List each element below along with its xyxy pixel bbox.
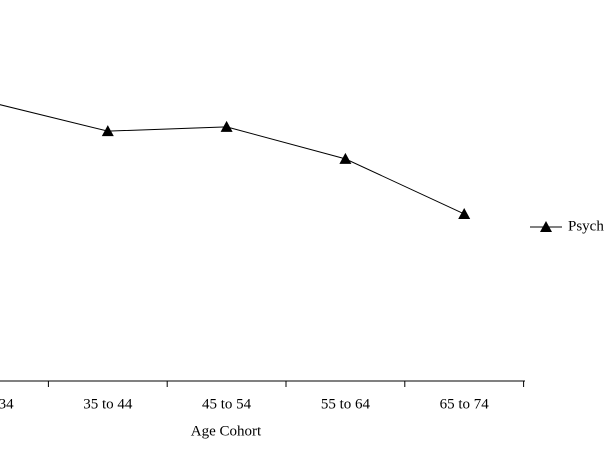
series-line [0,104,465,215]
marker [101,125,114,137]
marker [339,152,352,164]
x-tick-label: 45 to 54 [202,396,252,412]
x-axis-title: Age Cohort [191,423,262,439]
x-tick-label: 65 to 74 [440,396,490,412]
x-tick-label: 25 to 34 [0,396,14,412]
marker [458,207,471,219]
x-tick-label: 35 to 44 [83,396,133,412]
legend-label: Psych [568,218,604,234]
legend-marker [540,221,552,232]
marker [220,120,233,132]
x-tick-label: 55 to 64 [321,396,371,412]
